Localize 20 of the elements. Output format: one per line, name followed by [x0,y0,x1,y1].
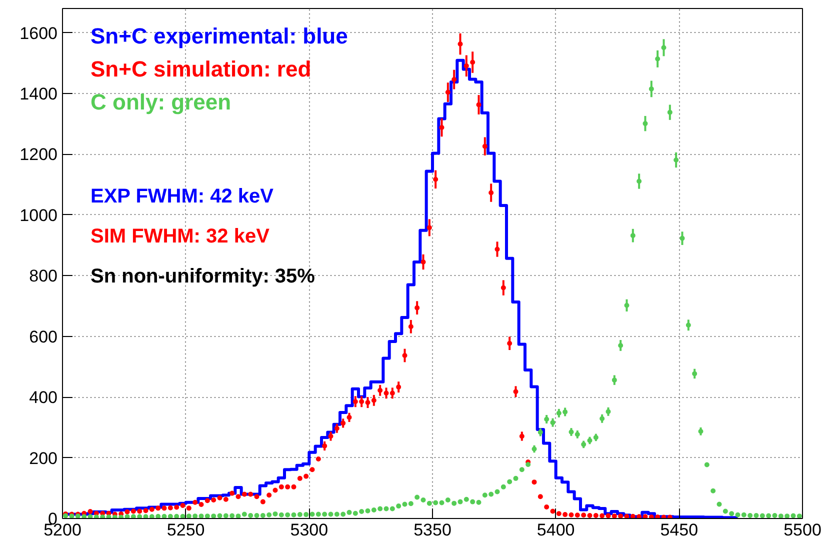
x-tick-label: 5400 [536,520,575,540]
text: Sn+C experimental: blue [90,24,348,48]
y-tick-label: 800 [29,266,58,286]
annotation: Sn non-uniformity: 35% [90,266,316,288]
y-tick-label: 1400 [20,84,58,104]
y-tick-label: 1000 [20,206,58,225]
x-tick-label: 5300 [290,520,328,540]
text: C only: green [90,90,232,114]
y-tick-label: 1600 [20,24,58,43]
y-tick-label: 600 [29,327,58,346]
y-tick-label: 1200 [20,145,58,164]
x-tick-label: 5250 [166,520,205,540]
y-tick-label: 200 [29,448,58,468]
y-tick-label: 400 [29,388,58,408]
text: Sn+C simulation: red [90,56,312,82]
annotation: EXP FWHM: 42 keV [90,186,274,208]
x-tick-label: 5450 [660,520,698,540]
annotation: SIM FWHM: 32 keV [90,226,270,248]
x-tick-label: 5350 [414,520,452,540]
x-tick-label: 5500 [784,520,822,540]
